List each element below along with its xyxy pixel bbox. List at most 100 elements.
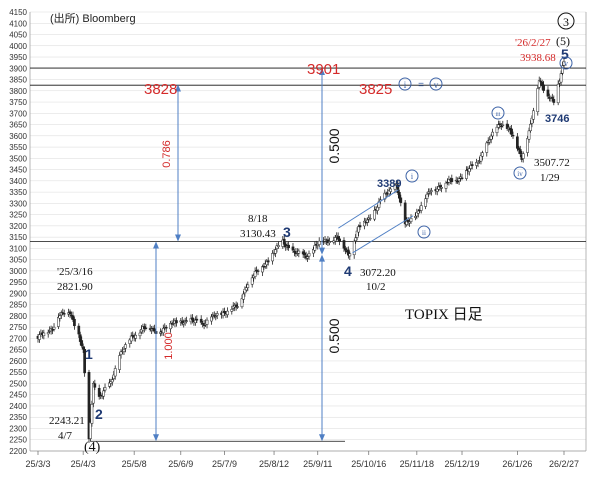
candle-body-2025-08-15 [277, 245, 280, 247]
y-tick-label-2950: 2950 [9, 278, 27, 287]
y-tick-label-3750: 3750 [9, 98, 27, 107]
candle-body-2025-10-07 [354, 237, 357, 242]
candle-body-2025-09-23 [333, 237, 337, 242]
candle-body-2025-03-28 [73, 318, 76, 327]
candle-body-2025-07-22 [242, 293, 245, 300]
wave-5-label: 5 [561, 46, 569, 62]
candle-body-2025-04-08 [89, 422, 92, 439]
candle-body-2025-04-10 [92, 382, 95, 404]
y-tick-label-3650: 3650 [9, 121, 27, 130]
y-tick-label-3150: 3150 [9, 233, 27, 242]
candle-body-2026-01-01 [479, 155, 483, 162]
arrow-1000-head-bottom [153, 434, 159, 442]
x-tick-label-25/3/3: 25/3/3 [25, 459, 50, 469]
candle-body-2025-11-06 [398, 192, 401, 199]
candle-body-2025-10-03 [348, 253, 352, 257]
y-tick-label-3550: 3550 [9, 143, 27, 152]
candle-body-2025-12-05 [440, 187, 443, 189]
arrow-1000-head-top [153, 241, 159, 249]
candle-body-2025-10-09 [357, 226, 360, 233]
candle-body-2025-11-25 [425, 193, 429, 199]
candle-body-2025-03-21 [62, 313, 66, 315]
candles [36, 58, 566, 443]
candle-body-2025-08-01 [256, 270, 260, 272]
value-2243-label: 2243.21 [49, 415, 85, 427]
candle-body-2025-05-28 [161, 328, 165, 334]
candle-body-2026-01-22 [510, 128, 513, 135]
y-tick-label-2550: 2550 [9, 368, 27, 377]
roman-i-label-2: i [411, 172, 414, 181]
candle-body-2025-12-26 [470, 164, 474, 166]
candle-body-2025-05-01 [122, 349, 126, 353]
y-axis: 2200 2250 2300 2350 2400 2450 2500 2550 2600 2650… [9, 8, 587, 456]
roman-iii-label: iii [495, 112, 500, 118]
channel-lines [338, 189, 414, 254]
roman-iv-circle [513, 166, 527, 180]
level-lines [30, 67, 586, 442]
candle-body-2025-06-13 [185, 320, 188, 322]
candle-body-2025-12-30 [476, 162, 480, 164]
candle-body-2025-04-18 [103, 387, 107, 391]
y-tick-label-3000: 3000 [9, 267, 27, 276]
x-tick-label-25/4/3: 25/4/3 [71, 459, 96, 469]
candle-body-2025-06-20 [195, 318, 199, 321]
y-tick-label-2750: 2750 [9, 323, 27, 332]
candle-body-2025-07-18 [236, 306, 239, 308]
gridlines [30, 11, 586, 452]
candle-body-2025-07-14 [230, 309, 234, 312]
y-tick-label-3850: 3850 [9, 76, 27, 85]
x-tick-label-25/5/8: 25/5/8 [122, 459, 147, 469]
equals-label: = [418, 80, 424, 91]
value-3130-label: 3130.43 [240, 228, 276, 240]
candle-body-2026-02-13 [542, 84, 545, 91]
y-tick-label-3450: 3450 [9, 166, 27, 175]
candle-body-2025-10-15 [365, 219, 369, 223]
candle-body-2025-07-21 [240, 298, 244, 308]
y-tick-label-3250: 3250 [9, 211, 27, 220]
channel-lower-line [352, 215, 414, 254]
candle-body-2025-11-17 [414, 216, 417, 218]
candle-body-2025-05-22 [153, 328, 156, 332]
value-3072-label: 3072.20 [360, 267, 396, 279]
y-tick-label-3300: 3300 [9, 199, 27, 208]
y-tick-label-2700: 2700 [9, 334, 27, 343]
candle-body-2025-06-19 [194, 319, 197, 324]
wave-paren5-label: (5) [556, 34, 570, 48]
candle-body-2025-09-26 [338, 238, 341, 242]
candle-body-2025-11-19 [416, 210, 420, 214]
candle-body-2025-10-17 [368, 217, 372, 220]
candle-body-2025-10-31 [389, 188, 392, 192]
candle-body-2025-07-28 [250, 277, 254, 285]
candle-body-2026-01-02 [481, 152, 484, 157]
date-0818-label: 8/18 [248, 213, 268, 225]
y-tick-label-2250: 2250 [9, 436, 27, 445]
candle-body-2025-04-07 [87, 372, 91, 440]
arrow-500-upper-head-top [319, 68, 325, 76]
x-tick-label-25/10/16: 25/10/16 [351, 459, 386, 469]
x-tick-label-25/11/18: 25/11/18 [400, 459, 434, 469]
candle-body-2025-08-13 [274, 249, 277, 254]
candle-body-2026-02-06 [532, 110, 535, 120]
y-tick-label-3200: 3200 [9, 222, 27, 231]
candle-body-2025-10-06 [352, 241, 356, 256]
level-3828-label: 3828 [144, 81, 177, 98]
y-tick-label-3600: 3600 [9, 132, 27, 141]
candle-body-2025-09-09 [313, 245, 317, 251]
candle-body-2025-06-23 [199, 318, 203, 323]
candle-body-2025-04-11 [93, 383, 97, 388]
y-tick-label-2900: 2900 [9, 289, 27, 298]
fib-786-label: 0.786 [161, 140, 173, 168]
candle-body-2026-01-07 [488, 139, 492, 143]
roman-i-top-label: i [404, 80, 407, 90]
candle-body-2025-03-14 [52, 326, 56, 330]
y-tick-label-2600: 2600 [9, 357, 27, 366]
candle-body-2025-11-24 [424, 198, 427, 207]
candle-body-2026-01-26 [516, 136, 519, 149]
candle-body-2025-08-05 [262, 266, 266, 268]
candle-body-2025-08-25 [291, 246, 295, 251]
roman-v-circle [429, 77, 443, 91]
candle-body-2025-04-03 [81, 346, 85, 350]
x-tick-label-25/8/12: 25/8/12 [259, 459, 289, 469]
candle-body-2025-03-18 [58, 315, 62, 319]
candle-body-2025-09-29 [342, 240, 346, 249]
